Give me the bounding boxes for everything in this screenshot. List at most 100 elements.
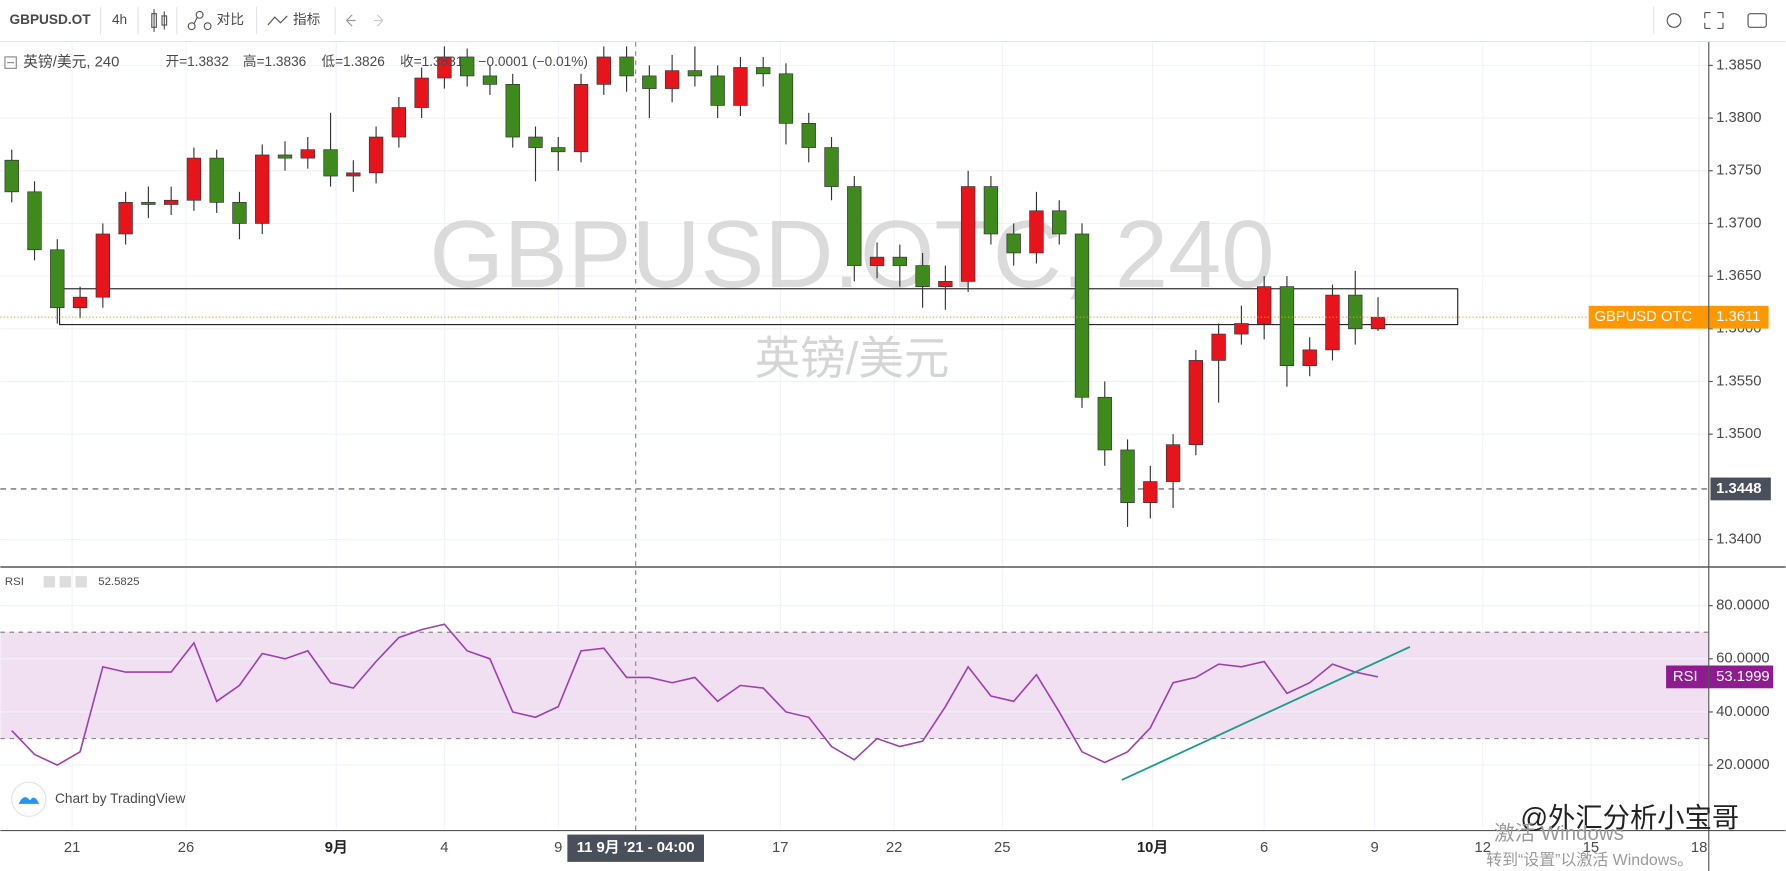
indicators-button[interactable]: 指标 <box>293 12 321 27</box>
rsi-name: RSI <box>1673 669 1698 685</box>
candle-body <box>983 186 999 235</box>
candle-body <box>118 202 133 235</box>
toolbar <box>0 0 1786 41</box>
candle-body <box>1256 286 1272 324</box>
candle-body <box>4 159 19 193</box>
undo-button[interactable] <box>346 14 356 27</box>
rsi-settings[interactable] <box>43 576 56 588</box>
candle-body <box>1097 396 1112 451</box>
candle-body <box>255 154 270 224</box>
candle-body <box>892 256 908 266</box>
candle-body <box>642 75 657 89</box>
candle-body <box>1052 210 1067 235</box>
candle-body <box>1211 333 1226 361</box>
candle-body <box>1348 294 1363 330</box>
y-tick-label: 20.0000 <box>1716 757 1770 773</box>
settings-button[interactable] <box>1666 13 1682 28</box>
rsi-title: RSI <box>5 576 24 588</box>
author-watermark: @外汇分析小宝哥 <box>1520 802 1739 833</box>
candle-body <box>1325 294 1340 351</box>
collapse-button[interactable] <box>4 56 17 69</box>
interval[interactable]: 4h <box>112 12 127 27</box>
x-tick-label: 15 <box>1583 840 1599 856</box>
rsi-format[interactable] <box>59 576 71 588</box>
candle-body <box>573 84 589 153</box>
candle-body <box>1370 316 1386 330</box>
candle-body <box>72 296 88 309</box>
candle-body <box>277 154 293 159</box>
legend-open: 开=1.3832 <box>165 54 228 69</box>
candle-body <box>801 122 816 148</box>
candle-body <box>95 233 111 298</box>
snapshot-button[interactable] <box>1747 13 1767 28</box>
x-tick-label: 9 <box>554 840 562 856</box>
candle-body <box>960 186 976 282</box>
candle-body <box>1302 349 1317 367</box>
x-tick-label: 22 <box>886 840 902 856</box>
y-tick-label: 40.0000 <box>1716 704 1770 720</box>
activation-hint: 转到“设置”以激活 Windows。 <box>1486 851 1693 869</box>
candle-body <box>847 186 862 266</box>
x-tick-label: 9 <box>1370 840 1378 856</box>
horizontal-line-value: 1.3448 <box>1716 481 1761 497</box>
x-tick-label: 4 <box>440 840 448 856</box>
rsi-band <box>0 632 1709 739</box>
logo <box>18 797 40 804</box>
y-tick-label: 80.0000 <box>1716 598 1770 614</box>
activation-title: 激活 Windows <box>1494 822 1624 845</box>
candle-body <box>756 67 771 75</box>
candle-body <box>141 202 156 205</box>
candle-body <box>938 281 953 287</box>
candle-body <box>368 136 384 174</box>
legend-high: 高=1.3836 <box>243 53 306 69</box>
compare-icon[interactable] <box>187 10 212 31</box>
candle-body <box>1165 444 1181 482</box>
rsi-remove[interactable] <box>75 576 87 588</box>
candle-body <box>551 147 566 153</box>
candle-style-button[interactable] <box>151 9 168 32</box>
candle-body <box>1143 481 1158 503</box>
last-price-value: 1.3611 <box>1716 309 1760 325</box>
candle-body <box>664 70 680 89</box>
candle-body <box>186 157 202 201</box>
y-tick-label: 1.3500 <box>1716 426 1761 442</box>
candle-body <box>824 147 839 187</box>
fullscreen-button[interactable] <box>1704 11 1724 30</box>
x-tick-label: 21 <box>64 840 80 856</box>
candle-body <box>460 56 475 77</box>
horizontal-line-box <box>1710 477 1771 501</box>
y-tick-label: 1.3400 <box>1716 531 1761 547</box>
x-tick-label: 9月 <box>325 839 348 856</box>
candle-body <box>1234 323 1249 335</box>
candle-body <box>528 136 543 148</box>
y-tick-label: 1.3750 <box>1716 163 1761 179</box>
crosshair-label-box <box>567 834 704 862</box>
x-tick-label: 10月 <box>1137 839 1168 856</box>
candle-body <box>1029 210 1044 254</box>
indicator-icon[interactable] <box>267 15 288 26</box>
credit[interactable]: Chart by TradingView <box>55 791 185 806</box>
symbol[interactable]: GBPUSD.OT <box>9 12 91 27</box>
candle-body <box>687 70 703 77</box>
candle-body <box>869 256 885 266</box>
candle-body <box>300 149 315 159</box>
candle-body <box>915 265 930 287</box>
candle-body <box>346 172 361 177</box>
trendline <box>1121 646 1411 781</box>
last-price-name: GBPUSD OTC <box>1594 309 1692 325</box>
candle-body <box>1074 233 1090 398</box>
last-price-box <box>1588 305 1769 329</box>
compare-button[interactable]: 对比 <box>217 12 244 27</box>
rsi-line <box>11 623 1379 767</box>
candle-body <box>1120 449 1135 503</box>
rsi-value: 52.5825 <box>98 576 139 588</box>
redo-button[interactable] <box>373 14 384 27</box>
candle-body <box>27 191 42 251</box>
y-tick-label: 1.3650 <box>1716 268 1761 284</box>
x-tick-label: 6 <box>1260 840 1268 856</box>
x-tick-label: 25 <box>994 840 1010 856</box>
candle-body <box>50 249 65 309</box>
crosshair-label: 11 9月 '21 - 04:00 <box>577 839 695 856</box>
